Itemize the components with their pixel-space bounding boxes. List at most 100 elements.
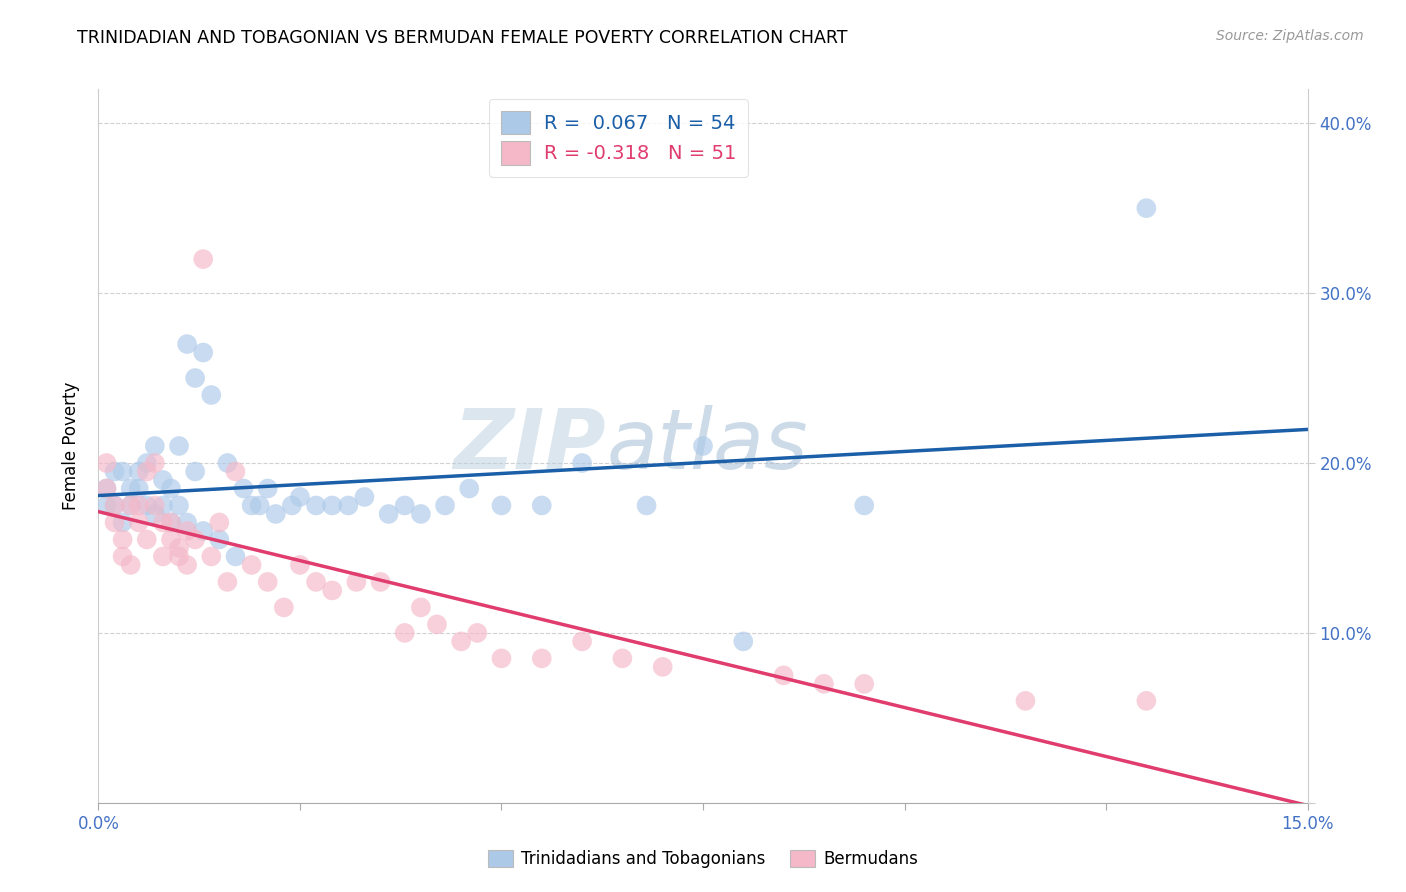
Point [208,516,231,530]
Point [853,677,876,691]
Point [128,516,150,530]
Point [426,617,449,632]
Point [111,549,134,564]
Point [143,499,166,513]
Point [184,371,207,385]
Text: TRINIDADIAN AND TOBAGONIAN VS BERMUDAN FEMALE POVERTY CORRELATION CHART: TRINIDADIAN AND TOBAGONIAN VS BERMUDAN F… [77,29,848,46]
Point [208,533,231,547]
Point [200,388,222,402]
Point [184,465,207,479]
Point [103,499,125,513]
Point [434,499,457,513]
Point [160,516,183,530]
Point [103,465,125,479]
Point [135,499,157,513]
Point [143,456,166,470]
Point [217,456,239,470]
Point [103,516,125,530]
Point [160,533,183,547]
Point [530,499,553,513]
Point [176,516,198,530]
Point [120,499,142,513]
Point [813,677,835,691]
Point [651,660,673,674]
Point [1135,201,1157,215]
Point [135,456,157,470]
Point [96,482,118,496]
Point [135,465,157,479]
Point [692,439,714,453]
Point [394,626,416,640]
Point [176,337,198,351]
Point [370,574,392,589]
Point [152,549,174,564]
Point [612,651,634,665]
Point [128,482,150,496]
Point [152,516,174,530]
Point [217,574,239,589]
Point [96,482,118,496]
Point [184,533,207,547]
Point [96,499,118,513]
Point [321,499,343,513]
Point [143,507,166,521]
Point [772,668,794,682]
Point [353,490,375,504]
Point [394,499,416,513]
Point [120,499,142,513]
Point [193,252,215,266]
Point [491,651,513,665]
Point [120,482,142,496]
Legend: R =  0.067   N = 54, R = -0.318   N = 51: R = 0.067 N = 54, R = -0.318 N = 51 [489,99,748,177]
Point [176,524,198,538]
Point [377,507,399,521]
Point [264,507,287,521]
Point [224,465,246,479]
Point [135,533,157,547]
Point [465,626,488,640]
Point [240,558,263,572]
Point [409,507,432,521]
Point [103,499,125,513]
Point [305,574,328,589]
Point [337,499,360,513]
Point [167,549,190,564]
Point [232,482,254,496]
Point [249,499,271,513]
Point [152,473,174,487]
Point [167,541,190,555]
Point [733,634,755,648]
Point [256,482,278,496]
Point [128,499,150,513]
Point [491,499,513,513]
Point [120,558,142,572]
Point [409,600,432,615]
Point [160,482,183,496]
Text: atlas: atlas [606,406,808,486]
Point [273,600,295,615]
Point [1135,694,1157,708]
Point [1014,694,1036,708]
Point [111,465,134,479]
Point [193,345,215,359]
Point [96,456,118,470]
Point [450,634,472,648]
Point [167,439,190,453]
Point [321,583,343,598]
Point [193,524,215,538]
Point [167,499,190,513]
Point [853,499,876,513]
Point [200,549,222,564]
Point [288,558,311,572]
Point [571,456,593,470]
Point [240,499,263,513]
Point [281,499,304,513]
Point [128,465,150,479]
Text: ZIP: ZIP [454,406,606,486]
Point [111,533,134,547]
Point [111,516,134,530]
Point [152,499,174,513]
Point [305,499,328,513]
Text: Source: ZipAtlas.com: Source: ZipAtlas.com [1216,29,1364,43]
Point [530,651,553,665]
